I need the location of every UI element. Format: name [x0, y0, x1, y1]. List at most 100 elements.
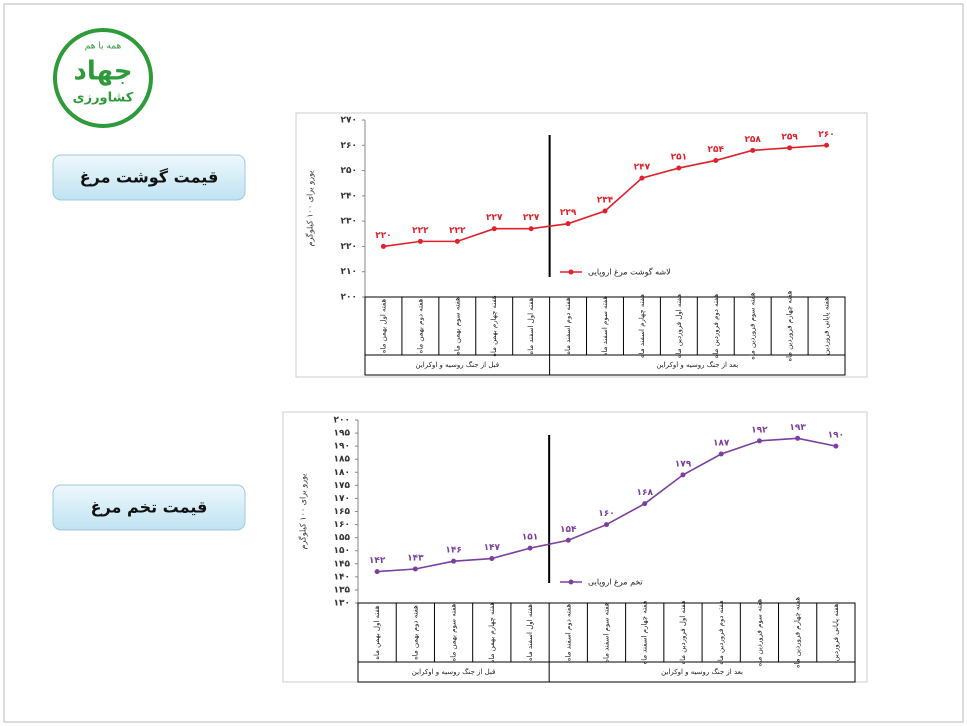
data-label: ۲۴۷	[634, 163, 651, 173]
y-tick-label: ۱۶۰	[334, 520, 350, 530]
point	[642, 501, 648, 507]
point	[565, 221, 571, 227]
data-label: ۱۶۸	[636, 488, 653, 498]
x-tick-label: هفته دوم فروردین ماه	[717, 600, 725, 665]
y-tick-label: ۱۴۰	[334, 572, 350, 582]
x-tick-label: هفته سوم فروردین ماه	[755, 598, 763, 666]
point	[795, 435, 801, 441]
group-label: قبل از جنگ روسیه و اوکراین	[416, 360, 500, 369]
x-tick-label: هفته اول فروردین ماه	[675, 294, 683, 358]
data-label: ۱۴۶	[445, 546, 461, 556]
point	[604, 522, 609, 528]
logo-subtitle: کشاورزی	[73, 91, 134, 106]
point	[454, 238, 460, 244]
x-tick-label: هفته چهارم بهمن ماه	[488, 602, 496, 664]
data-label: ۲۶۰	[818, 130, 834, 140]
label-box	[52, 484, 246, 531]
y-tick-label: ۱۶۵	[334, 507, 351, 517]
label-text: قیمت تخم مرغ	[91, 498, 208, 517]
data-label: ۱۵۴	[560, 525, 577, 535]
y-tick-label: ۱۳۵	[334, 585, 351, 595]
y-tick-label: ۲۲۰	[341, 242, 357, 252]
x-tick-label: هفته سوم بهمن ماه	[453, 297, 461, 355]
logo-ring	[53, 28, 153, 128]
y-tick-label: ۱۹۰	[334, 442, 350, 452]
point	[451, 558, 457, 564]
data-label: ۲۲۹	[560, 208, 577, 218]
x-tick-label: هفته اول بهمن ماه	[379, 299, 387, 354]
x-tick-label: هفته چهارم اسفند ماه	[638, 294, 646, 358]
x-tick-label: هفته چهارم اسفند ماه	[641, 600, 649, 664]
y-tick-label: ۱۳۰	[334, 599, 350, 609]
legend-label: تخم مرغ اروپایی	[588, 578, 643, 587]
data-label: ۱۴۷	[484, 543, 501, 553]
y-tick-label: ۲۰۰	[334, 416, 350, 426]
data-label: ۲۲۰	[375, 231, 391, 241]
data-label: ۱۴۲	[369, 556, 386, 566]
data-label: ۲۵۱	[671, 153, 687, 163]
chart-frame	[282, 411, 868, 683]
x-tick-label: هفته دوم بهمن ماه	[411, 605, 419, 660]
y-tick-label: ۱۵۰	[334, 546, 350, 556]
point	[412, 566, 418, 572]
legend-marker	[568, 269, 574, 275]
y-tick-label: ۲۰۰	[341, 293, 357, 303]
y-tick-label: ۱۸۵	[334, 455, 351, 465]
y-tick-label: ۱۸۰	[334, 468, 350, 478]
x-tick-label: هفته اول اسفند ماه	[527, 297, 535, 354]
data-label: ۱۸۷	[713, 438, 730, 448]
point	[718, 451, 724, 457]
data-label: ۱۶۰	[598, 509, 614, 519]
y-tick-label: ۲۱۰	[341, 267, 357, 277]
point	[833, 443, 839, 449]
data-label: ۱۵۱	[522, 533, 538, 543]
logo: همه با هم جهاد کشاورزی	[53, 28, 153, 128]
point	[750, 147, 756, 153]
y-tick-label: ۲۵۰	[341, 166, 357, 176]
label-text: قیمت گوشت مرغ	[80, 168, 219, 187]
x-tick-label: هفته دوم اسفند ماه	[564, 297, 572, 355]
y-tick-label: ۲۴۰	[341, 191, 357, 201]
point	[417, 238, 423, 244]
point	[602, 208, 608, 214]
label-box	[52, 154, 246, 201]
data-label: ۲۲۲	[449, 226, 466, 236]
x-tick-label: هفته چهارم فروردین ماه	[786, 290, 794, 361]
x-tick-label: هفته اول اسفند ماه	[526, 604, 534, 661]
data-label: ۲۳۴	[597, 196, 614, 206]
table	[357, 602, 856, 683]
data-label: ۱۹۲	[751, 425, 768, 435]
y-tick-label: ۱۴۵	[334, 559, 351, 569]
x-tick-label: هفته دوم اسفند ماه	[564, 604, 572, 662]
y-tick-label: ۲۶۰	[341, 141, 357, 151]
y-tick-label: ۲۷۰	[341, 116, 357, 126]
point	[639, 175, 645, 181]
data-label: ۲۵۴	[708, 145, 725, 155]
x-tick-label: هفته پایانی فروردین	[823, 297, 831, 355]
data-label: ۲۵۸	[744, 135, 761, 145]
x-tick-label: هفته سوم اسفند ماه	[603, 602, 611, 663]
group-label: بعد از جنگ روسیه و اوکراین	[661, 667, 743, 676]
group-label: قبل از جنگ روسیه و اوکراین	[412, 667, 496, 676]
group-label: بعد از جنگ روسیه و اوکراین	[656, 360, 738, 369]
logo-slogan: همه با هم	[85, 42, 122, 52]
x-tick-label: هفته سوم اسفند ماه	[601, 296, 609, 357]
y-axis-label: یورو برای ۱۰۰ کیلوگرم	[305, 171, 315, 247]
point	[491, 226, 497, 232]
y-tick-label: ۱۵۵	[334, 533, 351, 543]
data-label: ۱۹۰	[828, 431, 844, 441]
x-tick-label: هفته اول بهمن ماه	[373, 605, 381, 660]
x-tick-label: هفته چهارم فروردین ماه	[794, 597, 802, 668]
table	[364, 296, 846, 376]
x-tick-label: هفته چهارم بهمن ماه	[490, 295, 498, 357]
legend-label: لاشه گوشت مرغ اروپایی	[588, 267, 671, 277]
point	[380, 243, 386, 249]
logo-title: جهاد	[73, 57, 132, 87]
point	[713, 157, 719, 163]
y-tick-label: ۱۷۵	[334, 481, 351, 491]
x-tick-label: هفته پایانی فروردین	[832, 603, 840, 661]
x-tick-label: هفته دوم بهمن ماه	[416, 298, 424, 353]
y-tick-label: ۱۹۵	[334, 429, 351, 439]
